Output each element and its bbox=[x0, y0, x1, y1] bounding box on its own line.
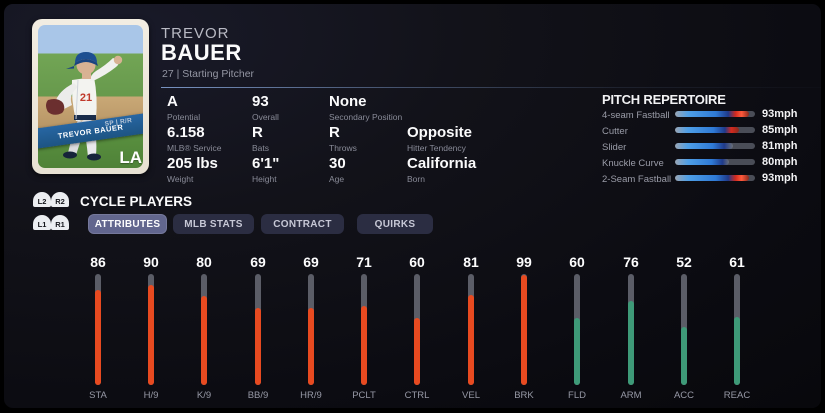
svg-text:21: 21 bbox=[80, 92, 92, 104]
